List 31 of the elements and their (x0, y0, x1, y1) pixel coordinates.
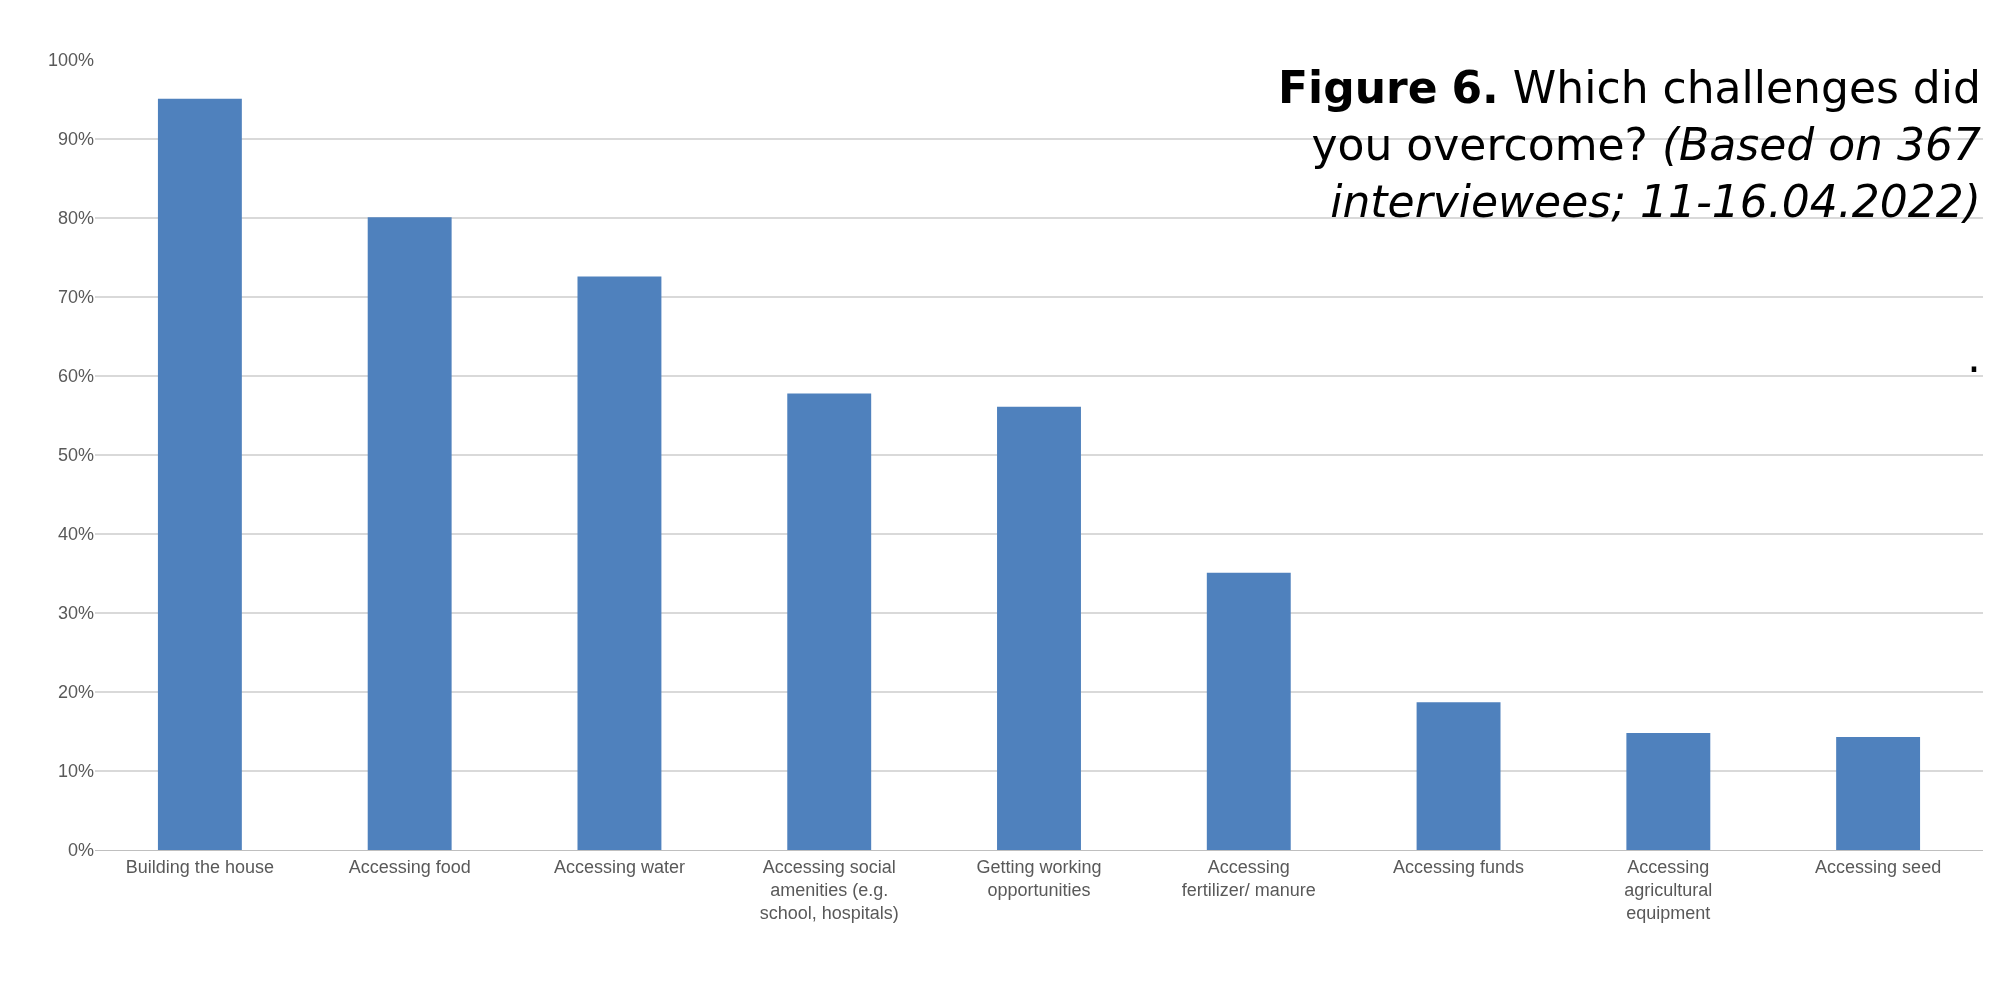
y-tick-label: 0% (67, 840, 94, 861)
bar (1626, 733, 1711, 850)
bar (577, 276, 662, 850)
x-tick-label: Accessing seed (1815, 856, 1942, 877)
bar (787, 393, 872, 850)
x-tick-label: Accessing water (553, 856, 685, 877)
x-tick-label: Accessing fertilizer/ manure (1181, 856, 1316, 900)
y-tick-label: 10% (57, 761, 94, 782)
y-tick-label: 40% (57, 524, 94, 545)
x-tick-label: Getting working opportunities (976, 856, 1102, 900)
y-tick-label: 20% (57, 682, 94, 703)
x-tick-label: Accessing food (348, 856, 471, 877)
chart-title: Figure 6. (1278, 62, 1499, 113)
bar (1416, 702, 1501, 850)
x-tick-label: Accessing funds (1393, 856, 1525, 877)
bar (367, 217, 452, 850)
y-tick-label: 30% (57, 603, 94, 624)
y-tick-label: 70% (57, 287, 94, 308)
y-tick-label: 90% (57, 129, 94, 150)
bar (1206, 572, 1291, 850)
y-tick-label: 60% (57, 366, 94, 387)
x-tick-label: Building the house (125, 856, 274, 877)
annotation: . (1967, 331, 1981, 382)
bar (997, 406, 1081, 850)
bar (157, 98, 242, 850)
x-tick-label: Accessing social amenities (e.g. school, hospitals) (759, 856, 899, 924)
y-tick-label: 80% (57, 208, 94, 229)
x-tick-label: Accessing agricultural equipment (1624, 856, 1713, 924)
y-tick-label: 50% (57, 445, 94, 466)
bar (1836, 737, 1921, 850)
y-tick-label: 100% (47, 50, 94, 71)
